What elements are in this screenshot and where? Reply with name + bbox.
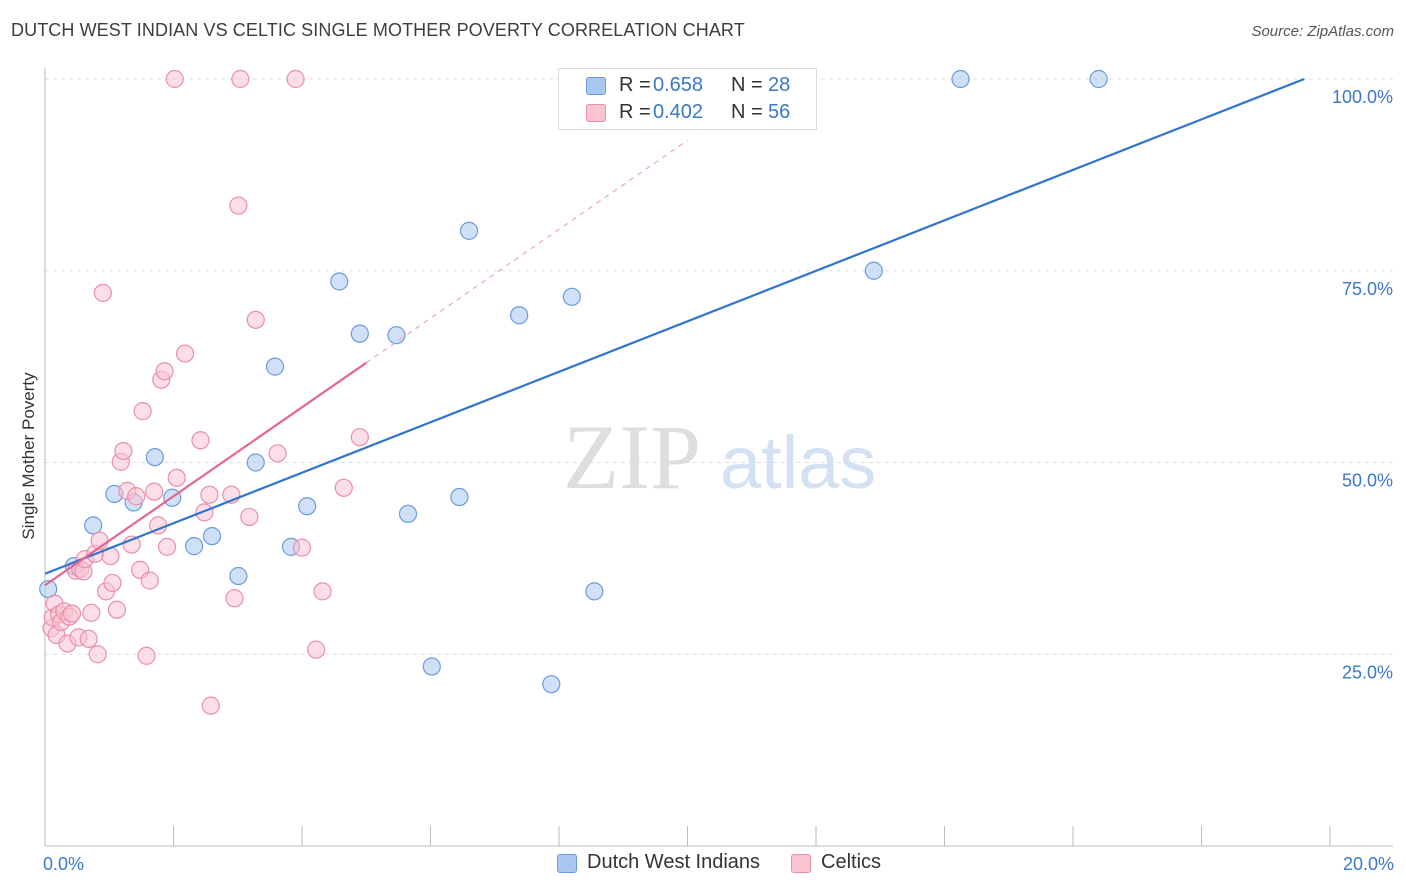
trendline-dutch-west-indians [44, 77, 1305, 575]
data-point-celtics [79, 629, 98, 649]
data-point-celtics [127, 487, 146, 506]
y-tick-labels: 25.0% 50.0% 75.0% 100.0% [1332, 87, 1393, 682]
y-tick-label-100: 100.0% [1332, 87, 1393, 107]
legend-n-value: 28 [768, 74, 791, 96]
data-point-celtics [195, 503, 214, 522]
chart-source: Source: ZipAtlas.com [1251, 23, 1394, 40]
data-point-dutch-west-indians [202, 527, 222, 546]
data-point-celtics [229, 196, 248, 215]
data-point-celtics [93, 283, 112, 303]
data-point-dutch-west-indians [229, 566, 248, 586]
trendlines [44, 77, 1305, 587]
data-point-celtics [225, 589, 244, 608]
grid [45, 78, 1393, 655]
data-point-celtics [88, 645, 107, 664]
bottom-legend-swatch-celtics [791, 854, 811, 873]
data-point-celtics [313, 582, 332, 601]
data-point-dutch-west-indians [330, 272, 349, 291]
y-axis-label: Single Mother Poverty [19, 372, 38, 540]
data-point-celtics [231, 69, 250, 89]
data-point-celtics [62, 604, 82, 623]
data-point-celtics [82, 603, 101, 622]
data-point-celtics [167, 468, 186, 487]
data-point-dutch-west-indians [184, 537, 204, 556]
data-point-celtics [200, 485, 219, 504]
data-point-dutch-west-indians [1089, 69, 1108, 89]
data-point-dutch-west-indians [585, 582, 604, 601]
data-point-dutch-west-indians [510, 306, 529, 325]
bottom-legend-celtics[interactable]: Celtics [791, 851, 911, 877]
x-tick-label-max: 20.0% [1343, 854, 1394, 874]
data-point-celtics [246, 310, 265, 329]
data-point-dutch-west-indians [387, 326, 406, 345]
legend-r-value: 0.402 [653, 101, 704, 123]
series-dutch-west-indians [39, 69, 1108, 694]
legend-r-label: R = [619, 74, 651, 96]
data-point-celtics [145, 482, 164, 501]
data-point-dutch-west-indians [265, 357, 285, 376]
data-point-dutch-west-indians [450, 487, 469, 507]
legend-swatch-celtics [586, 104, 606, 122]
watermark-zip: ZIP [563, 406, 701, 508]
axes [44, 68, 1393, 847]
data-point-dutch-west-indians [84, 516, 103, 535]
data-point-dutch-west-indians [422, 657, 441, 676]
data-point-dutch-west-indians [246, 453, 265, 472]
data-point-celtics [107, 600, 127, 619]
data-point-celtics [155, 362, 174, 381]
data-point-celtics [240, 507, 259, 527]
data-point-celtics [307, 640, 326, 659]
bottom-legend-label: Celtics [821, 851, 882, 873]
data-point-celtics [175, 344, 195, 363]
legend-n-label: N = [731, 74, 763, 96]
data-point-celtics [201, 696, 220, 715]
y-tick-label-25: 25.0% [1342, 662, 1393, 682]
correlation-legend: R = 0.658 N = 28 R = 0.402 N = 56 [558, 68, 817, 130]
data-point-dutch-west-indians [951, 69, 970, 89]
data-point-celtics [114, 441, 133, 461]
data-point-celtics [103, 573, 122, 593]
bottom-legend-dutch-west-indians[interactable]: Dutch West Indians [557, 851, 777, 877]
data-point-dutch-west-indians [864, 261, 883, 280]
bottom-legend-label: Dutch West Indians [587, 851, 761, 873]
x-tick-label-min: 0.0% [43, 854, 84, 874]
data-point-dutch-west-indians [398, 504, 418, 523]
legend-r-label: R = [619, 101, 651, 123]
data-point-celtics [268, 444, 287, 463]
y-tick-label-50: 50.0% [1342, 471, 1393, 491]
data-point-dutch-west-indians [298, 497, 317, 516]
data-point-celtics [191, 431, 210, 450]
data-point-celtics [133, 402, 152, 421]
legend-swatch-dutch-west-indians [586, 77, 606, 95]
y-tick-label-75: 75.0% [1342, 279, 1393, 299]
chart-title: DUTCH WEST INDIAN VS CELTIC SINGLE MOTHE… [11, 20, 745, 40]
series-celtics [42, 69, 369, 715]
data-point-celtics [137, 646, 156, 665]
watermark: ZIP atlas [563, 406, 876, 508]
legend-row-dutch-west-indians: R = 0.658 N = 28 [559, 74, 818, 100]
bottom-legend-swatch-dutch-west-indians [557, 854, 577, 873]
data-point-celtics [286, 69, 305, 89]
data-point-celtics [292, 538, 312, 557]
data-point-dutch-west-indians [459, 221, 479, 240]
data-point-dutch-west-indians [542, 675, 561, 694]
legend-n-label: N = [731, 101, 763, 123]
data-point-celtics [350, 428, 369, 447]
legend-r-value: 0.658 [653, 74, 704, 96]
x-tick-labels: 0.0% 20.0% [43, 854, 1394, 874]
legend-row-celtics: R = 0.402 N = 56 [559, 101, 818, 127]
data-point-celtics [165, 69, 184, 89]
data-point-dutch-west-indians [350, 324, 369, 343]
trendline-celtics [44, 361, 367, 587]
data-point-celtics [140, 571, 159, 590]
data-point-celtics [157, 537, 177, 556]
trendline-extension-celtics [365, 139, 688, 364]
legend-n-value: 56 [768, 101, 791, 123]
data-point-dutch-west-indians [145, 448, 164, 467]
data-point-dutch-west-indians [562, 287, 581, 306]
series-points [39, 69, 1108, 715]
data-point-celtics [334, 478, 353, 497]
